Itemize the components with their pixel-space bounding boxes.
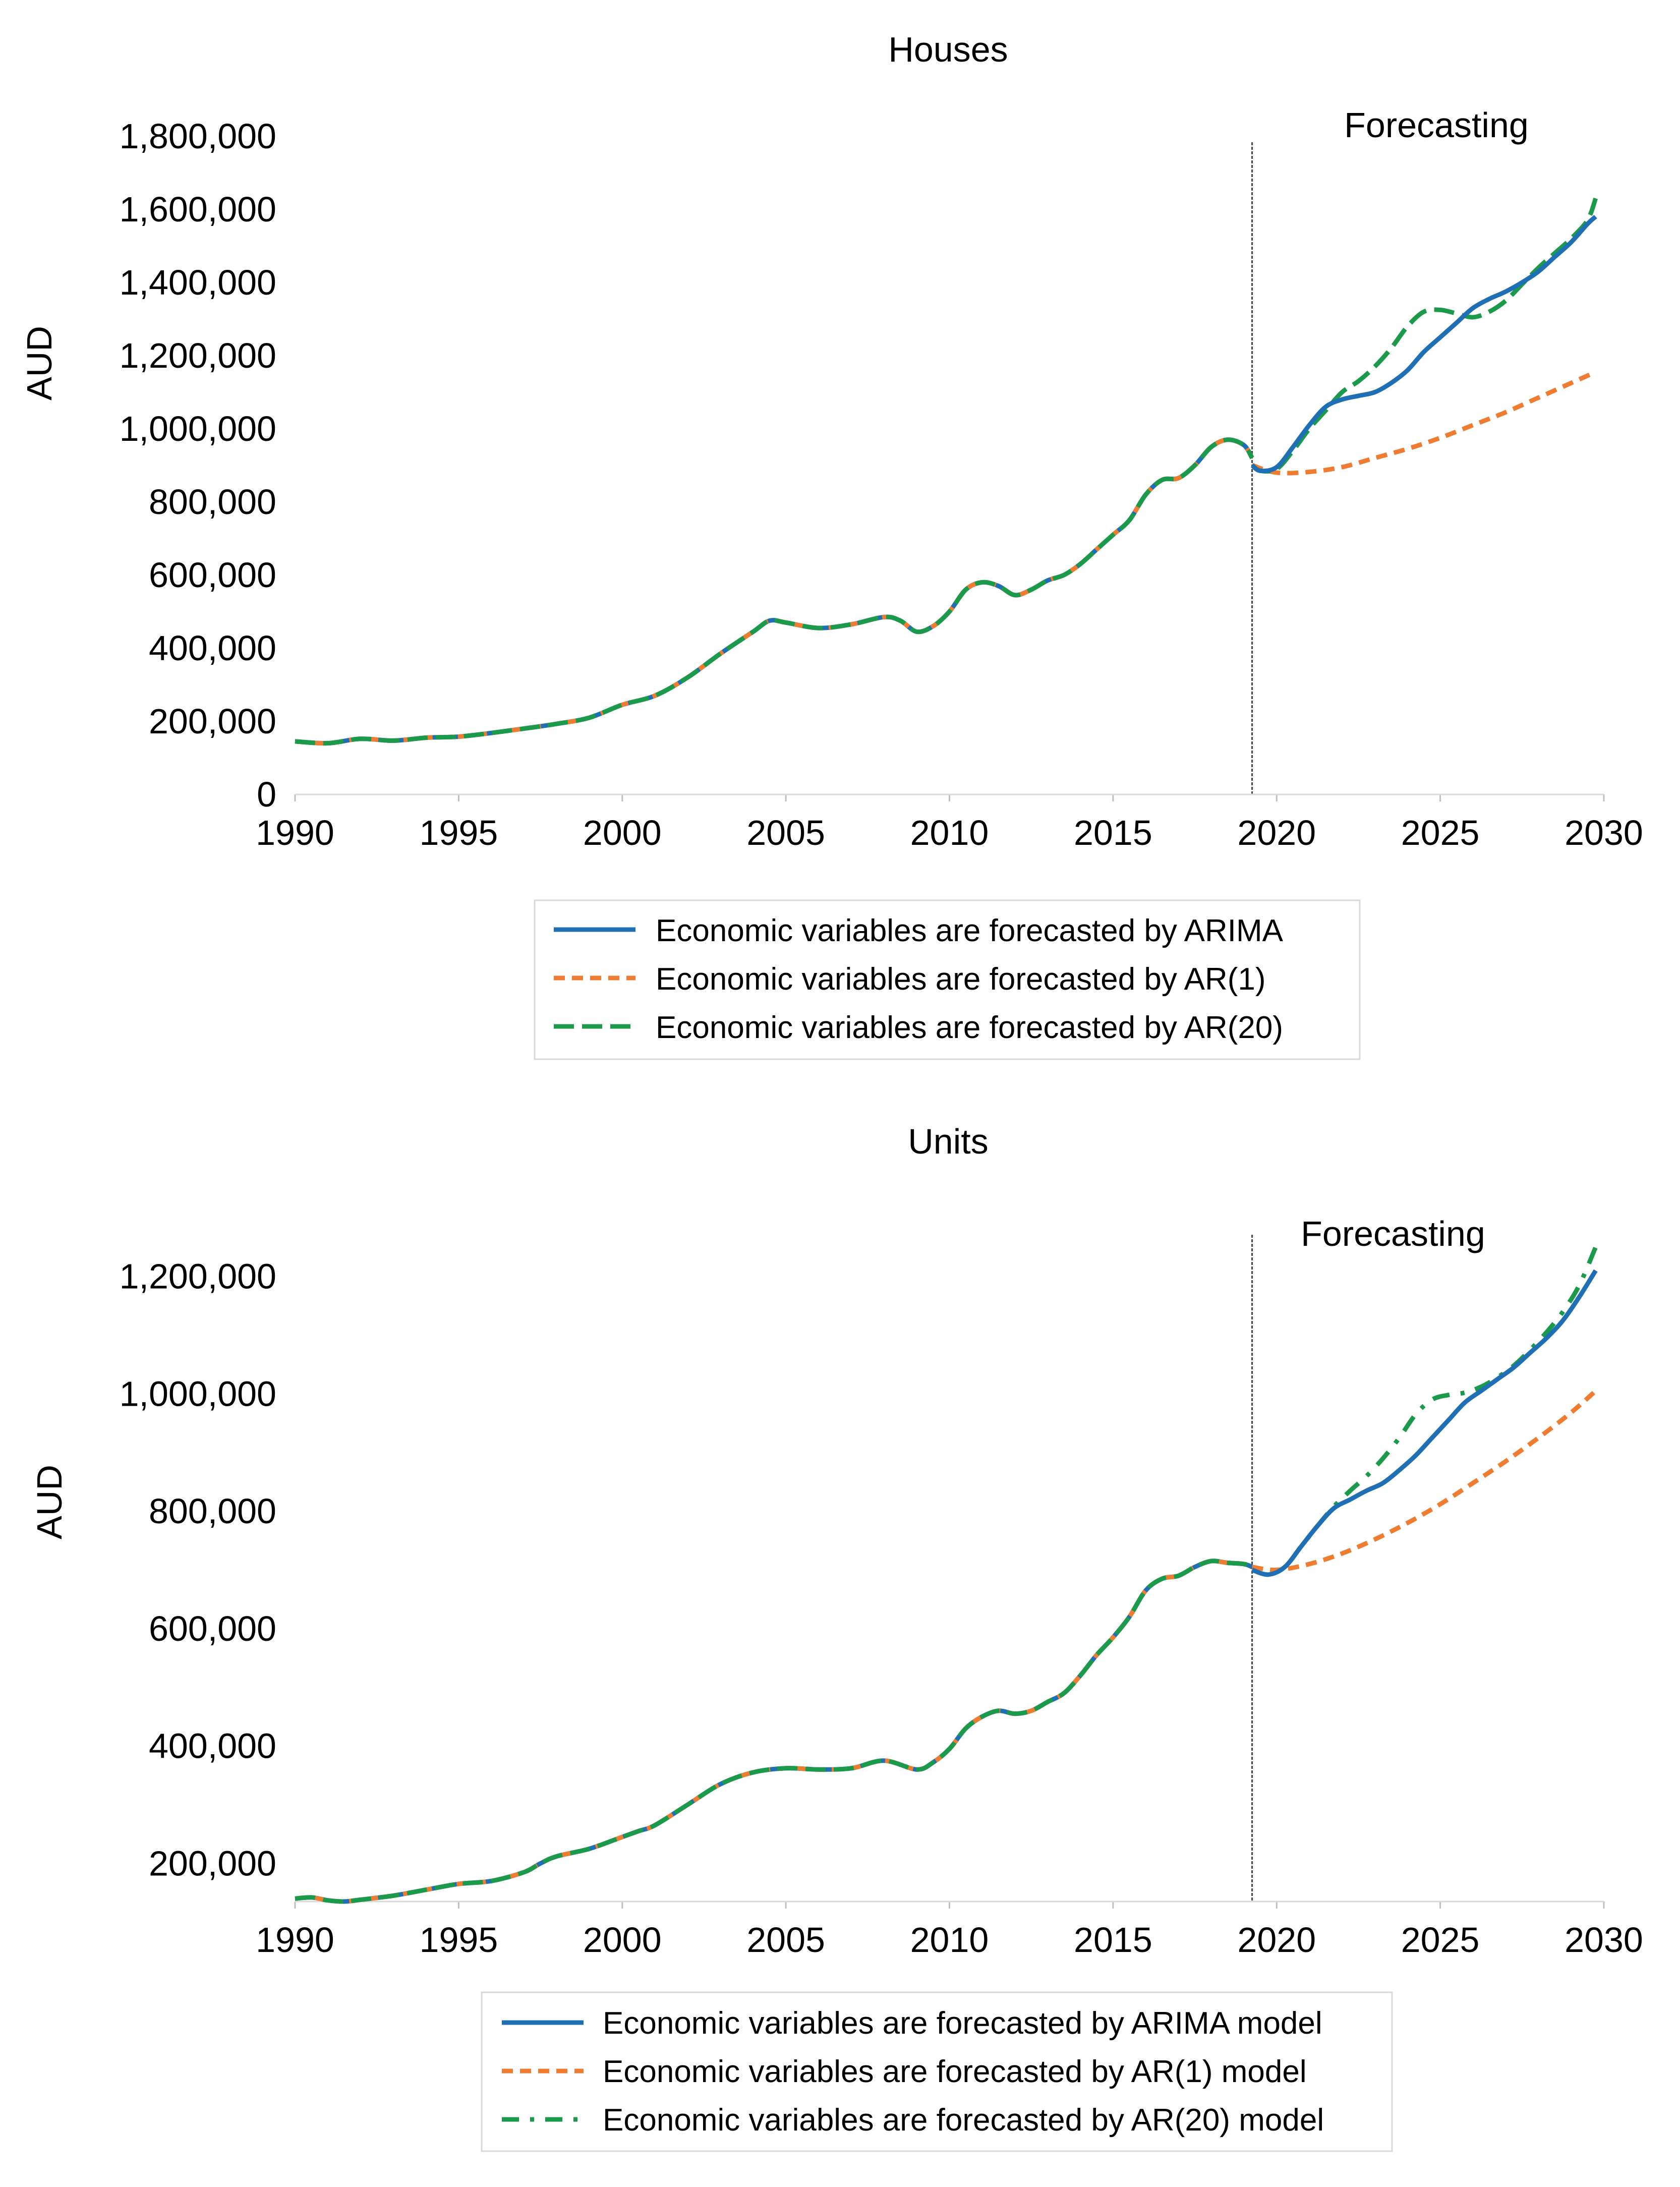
houses-y-tick-label: 0 <box>257 775 276 814</box>
units-legend-box <box>481 1991 1393 2152</box>
houses-y-tick-label: 1,000,000 <box>120 409 276 448</box>
houses-series-group <box>295 197 1598 746</box>
units-chart: Units AUD Forecasting 200,000 400,000 600,… <box>30 1122 1643 2152</box>
houses-y-tick-label: 1,400,000 <box>120 263 276 302</box>
units-legend: Economic variables are forecasted by ARI… <box>481 1991 1393 2152</box>
houses-legend-label-arima: Economic variables are forecasted by ARI… <box>656 913 1284 948</box>
units-history-line-ar1 <box>295 1559 1253 1904</box>
houses-history-line-ar1 <box>295 437 1254 746</box>
units-legend-label-ar1: Economic variables are forecasted by AR(… <box>603 2054 1307 2089</box>
units-legend-label-ar20: Economic variables are forecasted by AR(… <box>603 2103 1324 2138</box>
houses-x-tick-label: 2005 <box>746 813 825 852</box>
houses-x-tick-label: 2010 <box>910 813 989 852</box>
houses-legend-box <box>534 899 1361 1060</box>
houses-x-tick-label: 1990 <box>256 813 334 852</box>
units-history-line-ar20 <box>295 1559 1253 1904</box>
houses-title: Houses <box>888 30 1008 69</box>
units-x-tick-label: 2015 <box>1074 1920 1152 1960</box>
units-x-tick-label: 2005 <box>746 1920 825 1960</box>
units-y-tick-label: 200,000 <box>149 1844 276 1883</box>
houses-x-tick-label: 2015 <box>1074 813 1152 852</box>
houses-x-tick-label: 2000 <box>583 813 662 852</box>
houses-legend-label-ar1: Economic variables are forecasted by AR(… <box>656 962 1266 997</box>
houses-forecast-line-arima <box>1250 215 1597 474</box>
houses-legend-label-ar20: Economic variables are forecasted by AR(… <box>656 1010 1283 1045</box>
houses-y-tick-label: 1,600,000 <box>120 190 276 229</box>
houses-x-ticks: 1990 1995 2000 2005 2010 2015 2020 2025 2030 <box>256 794 1643 852</box>
units-y-tick-label: 1,000,000 <box>120 1374 276 1413</box>
units-forecast-line-arima <box>1251 1269 1598 1577</box>
houses-y-ticks: 0 200,000 400,000 600,000 800,000 1,000,000 1,… <box>120 117 276 814</box>
units-x-ticks: 1990 1995 2000 2005 2010 2015 2020 2025 2030 <box>256 1902 1643 1960</box>
houses-y-tick-label: 200,000 <box>149 702 276 741</box>
houses-x-tick-label: 2020 <box>1237 813 1316 852</box>
units-x-tick-label: 1990 <box>256 1920 334 1960</box>
units-y-tick-label: 600,000 <box>149 1609 276 1648</box>
houses-history-line-arima <box>295 437 1254 746</box>
units-history-line-arima <box>295 1559 1253 1904</box>
units-y-tick-label: 400,000 <box>149 1726 276 1766</box>
houses-x-tick-label: 2025 <box>1401 813 1480 852</box>
houses-forecasting-label: Forecasting <box>1344 105 1529 145</box>
units-y-tick-label: 1,200,000 <box>120 1257 276 1296</box>
houses-forecast-line-ar1 <box>1251 370 1597 476</box>
houses-history-line-ar20 <box>295 437 1254 746</box>
units-forecast-line-ar1 <box>1251 1389 1597 1573</box>
units-title: Units <box>908 1122 988 1161</box>
units-x-tick-label: 2000 <box>583 1920 662 1960</box>
units-x-tick-label: 1995 <box>420 1920 498 1960</box>
units-series-group <box>295 1246 1598 1904</box>
houses-y-tick-label: 1,200,000 <box>120 336 276 375</box>
houses-y-tick-label: 800,000 <box>149 482 276 522</box>
units-x-tick-label: 2010 <box>910 1920 989 1960</box>
units-x-tick-label: 2020 <box>1237 1920 1316 1960</box>
units-legend-label-arima: Economic variables are forecasted by ARI… <box>603 2006 1322 2041</box>
houses-x-tick-label: 2030 <box>1565 813 1643 852</box>
units-x-tick-label: 2025 <box>1401 1920 1480 1960</box>
houses-x-tick-label: 1995 <box>420 813 498 852</box>
units-y-ticks: 200,000 400,000 600,000 800,000 1,000,000 1,2… <box>120 1257 276 1883</box>
units-forecast-line-ar20 <box>1251 1246 1598 1577</box>
houses-y-axis-label: AUD <box>20 326 59 400</box>
units-y-axis-label: AUD <box>30 1465 69 1539</box>
houses-chart: Houses AUD Forecasting 0 200,000 400,000 60… <box>20 30 1643 1060</box>
units-x-tick-label: 2030 <box>1565 1920 1643 1960</box>
units-forecasting-label: Forecasting <box>1301 1214 1485 1253</box>
houses-y-tick-label: 1,800,000 <box>120 117 276 156</box>
houses-y-tick-label: 400,000 <box>149 628 276 668</box>
houses-y-tick-label: 600,000 <box>149 555 276 595</box>
units-y-tick-label: 800,000 <box>149 1491 276 1531</box>
houses-legend: Economic variables are forecasted by ARI… <box>534 899 1361 1060</box>
